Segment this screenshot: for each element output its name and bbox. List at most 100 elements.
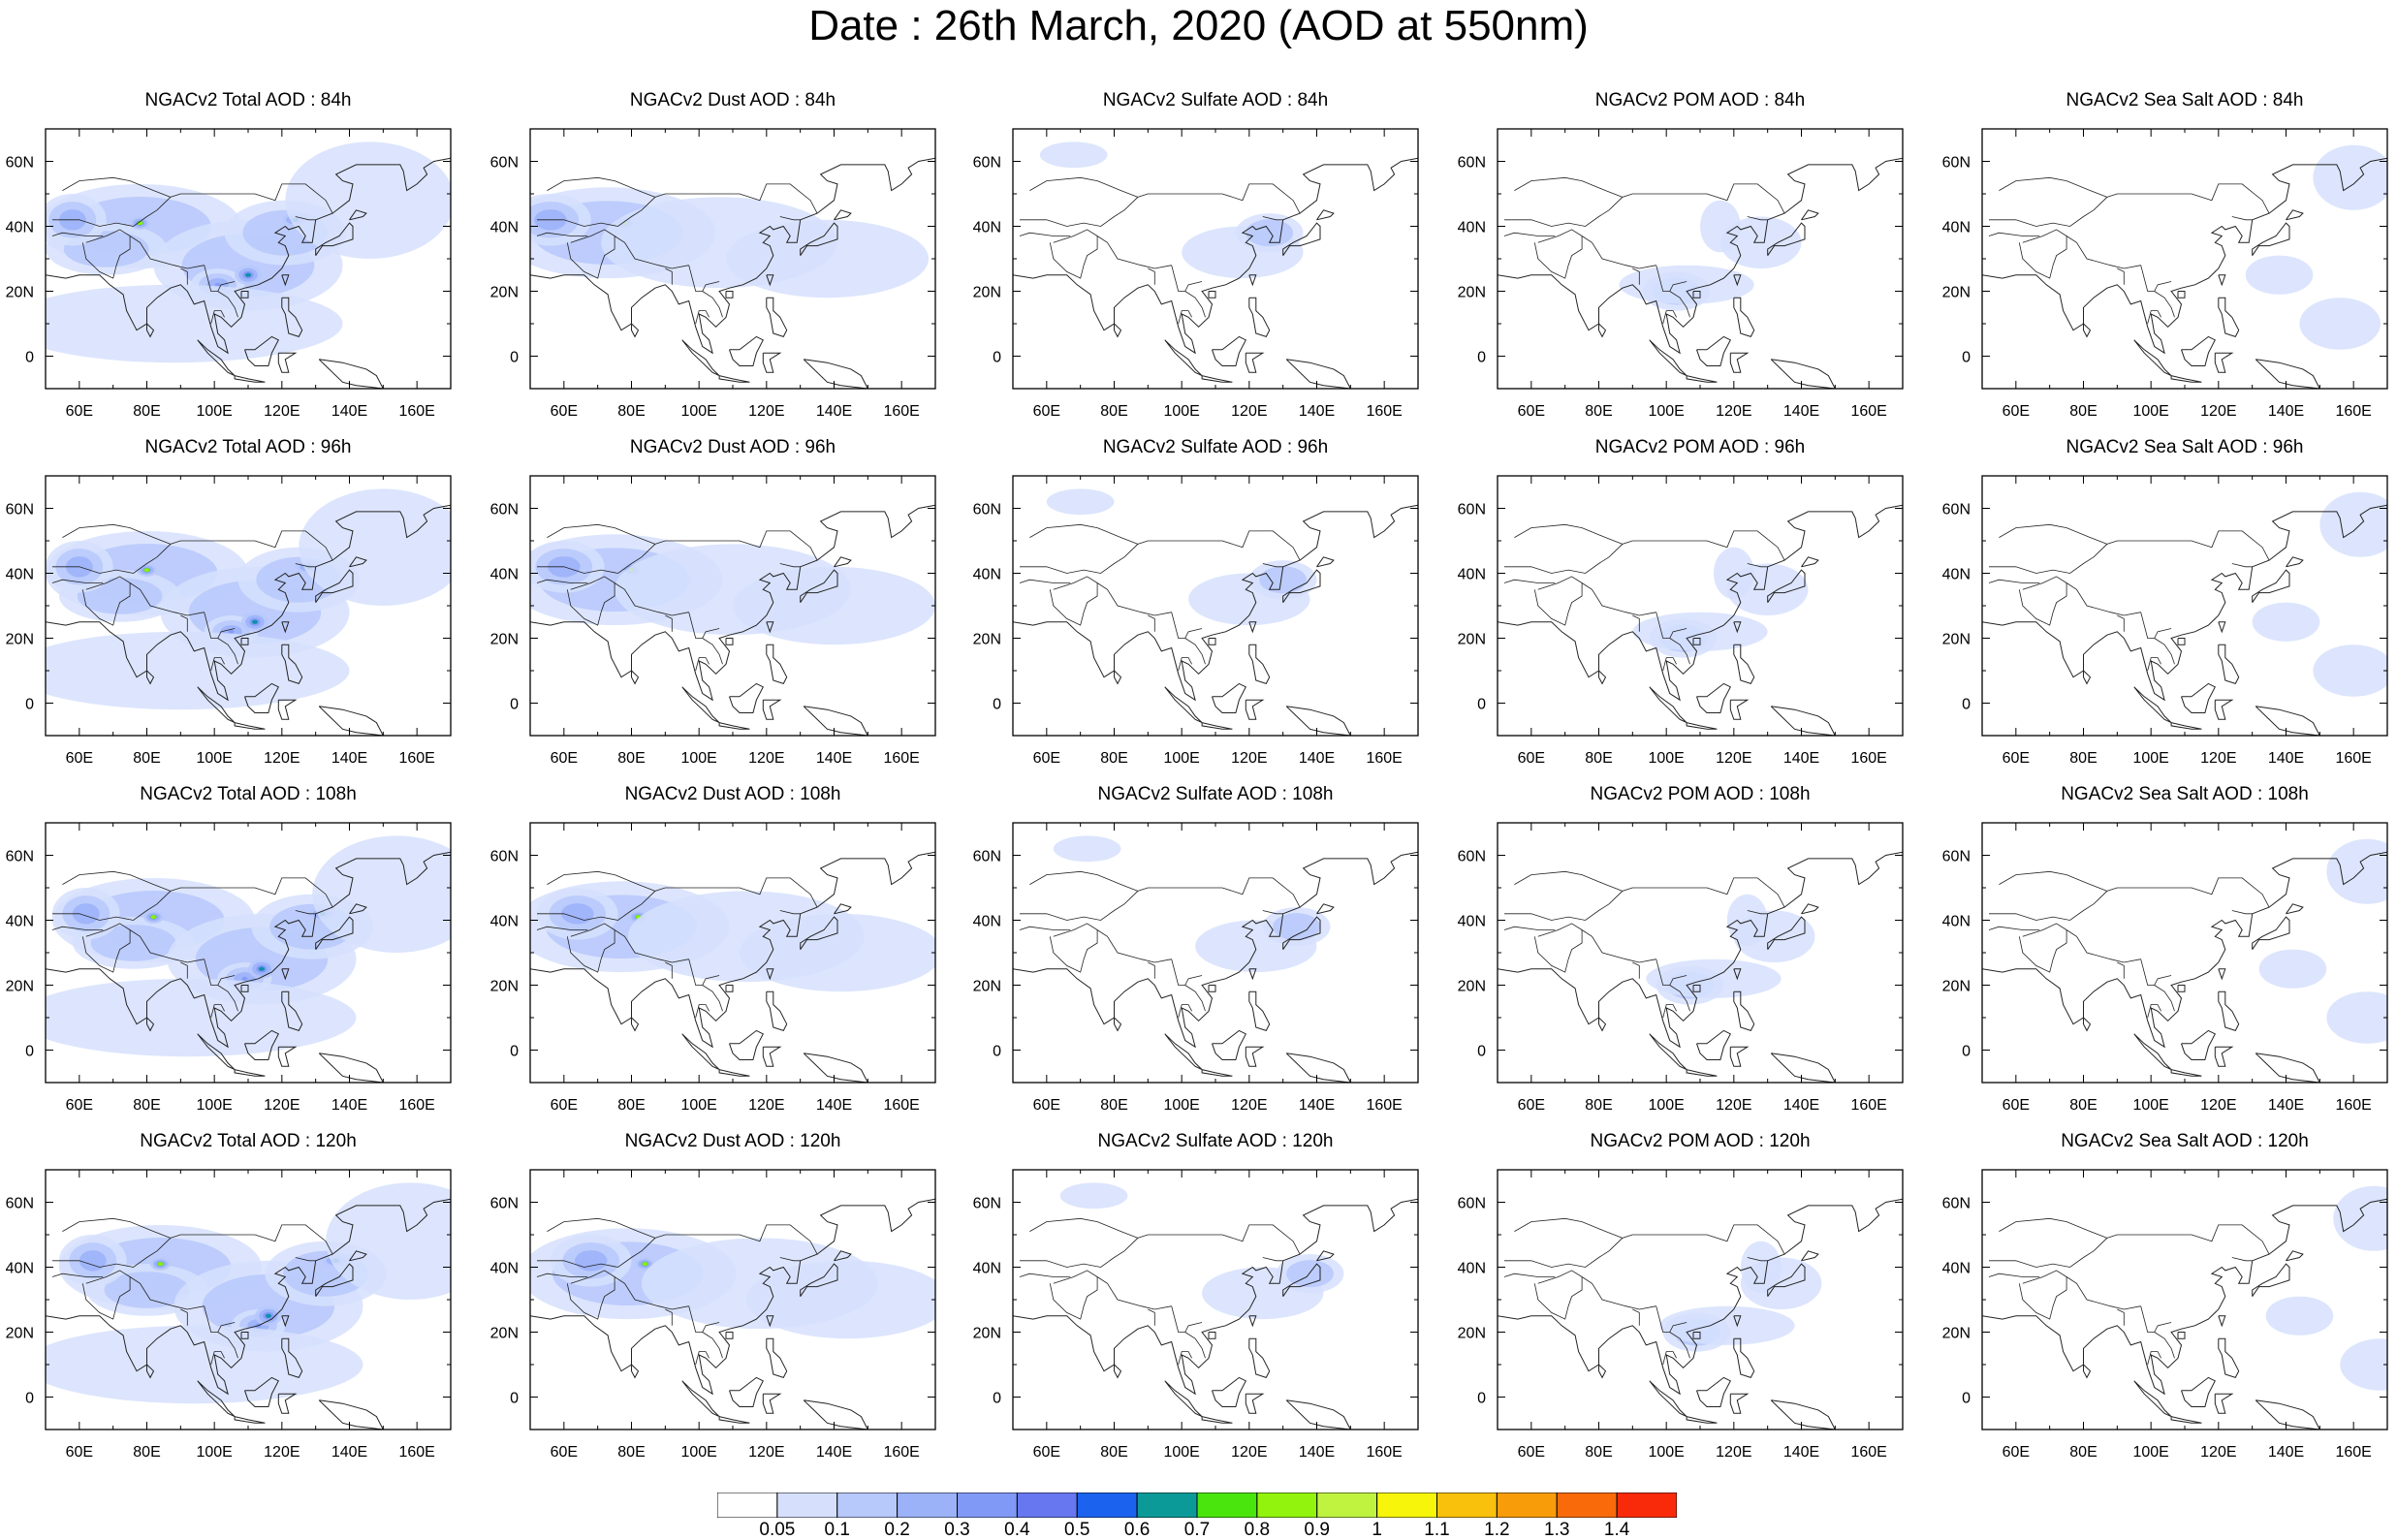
lon-tick-label: 100E — [196, 1097, 232, 1114]
lat-tick-label: 40N — [490, 914, 519, 930]
country-border — [295, 910, 316, 915]
country-border — [1020, 877, 1301, 921]
lon-tick-label: 120E — [1716, 1444, 1751, 1461]
country-border — [779, 910, 801, 915]
country-border — [1171, 612, 1203, 639]
coastline — [729, 1376, 764, 1407]
coastline — [2133, 1033, 2172, 1071]
coastline — [803, 359, 868, 389]
lat-tick-label: 40N — [973, 220, 1001, 236]
country-border — [1262, 1257, 1283, 1262]
country-border — [1019, 1273, 1071, 1277]
aod-contour — [574, 1250, 608, 1272]
lon-tick-label: 100E — [680, 1444, 716, 1461]
lon-tick-label: 80E — [133, 750, 160, 767]
lat-tick-label: 60N — [490, 1196, 519, 1212]
colorbar-label: 0.6 — [1123, 1520, 1151, 1540]
country-border — [51, 1273, 104, 1277]
country-border — [1537, 923, 1656, 963]
country-border — [295, 1257, 316, 1262]
country-border — [2117, 961, 2125, 979]
lon-tick-label: 160E — [2335, 403, 2371, 420]
lon-tick-label: 60E — [66, 1444, 93, 1461]
aod-contour — [1700, 200, 1741, 253]
panel-title: NGACv2 Total AOD : 96h — [144, 437, 352, 457]
coastline — [766, 1337, 788, 1379]
lon-tick-label: 80E — [1585, 403, 1612, 420]
lon-tick-label: 160E — [398, 1444, 434, 1461]
lon-tick-label: 160E — [1850, 403, 1886, 420]
coastline — [1598, 1017, 1607, 1032]
country-border — [547, 1217, 656, 1239]
lon-tick-label: 160E — [1366, 1097, 1402, 1114]
colorbar-swatch — [1376, 1493, 1437, 1518]
map-panel-dust-108h: 60E 80E 100E 120E 140E 160E 60N 40N 20N 0 — [490, 822, 936, 1114]
coastline — [2286, 209, 2304, 221]
country-border — [2140, 612, 2172, 639]
coastline — [2218, 644, 2240, 685]
country-border — [1988, 579, 2040, 583]
aod-contour — [1059, 1182, 1128, 1210]
coastline — [2255, 1053, 2320, 1083]
country-border — [1020, 530, 1301, 574]
lon-tick-label: 60E — [2003, 1097, 2030, 1114]
coastline — [1767, 1263, 1806, 1297]
colorbar-swatch — [1316, 1493, 1378, 1518]
aod-contour — [157, 1262, 164, 1267]
coastline — [1248, 1337, 1271, 1379]
lon-tick-label: 160E — [1366, 1444, 1402, 1461]
country-border — [1999, 523, 2108, 545]
coastline — [318, 1053, 384, 1083]
coastline — [1201, 722, 1233, 730]
country-border — [1178, 1351, 1192, 1366]
coastline — [281, 621, 290, 634]
lat-tick-label: 40N — [6, 1261, 34, 1277]
coastline — [146, 323, 155, 338]
coastline — [2218, 274, 2226, 287]
coastline — [197, 1033, 236, 1071]
coastline — [2255, 359, 2320, 389]
lat-tick-label: 20N — [6, 285, 34, 301]
lon-tick-label: 160E — [883, 1097, 919, 1114]
lon-tick-label: 80E — [133, 1444, 160, 1461]
coastline — [762, 699, 782, 720]
lon-tick-label: 120E — [1231, 1444, 1267, 1461]
country-border — [688, 1305, 720, 1333]
country-border — [665, 1308, 673, 1326]
lat-tick-label: 20N — [6, 979, 34, 995]
coastline — [1282, 916, 1321, 950]
coastline — [1114, 670, 1122, 685]
coastline — [1114, 1017, 1122, 1032]
country-border — [2154, 1332, 2175, 1359]
lon-tick-label: 100E — [196, 1444, 232, 1461]
lon-tick-label: 60E — [66, 403, 93, 420]
country-border — [204, 612, 236, 639]
coastline — [1801, 556, 1819, 568]
coastline — [1245, 1393, 1265, 1414]
coastline — [1212, 682, 1246, 713]
coastline — [1733, 968, 1742, 981]
coastline — [277, 352, 298, 373]
lon-tick-label: 60E — [1033, 403, 1060, 420]
country-border — [547, 523, 656, 545]
colorbar-swatch — [1436, 1493, 1498, 1518]
coastline — [234, 1069, 266, 1077]
lon-tick-label: 100E — [1648, 1444, 1684, 1461]
country-border — [1999, 176, 2108, 198]
panel-title: NGACv2 Sulfate AOD : 96h — [1102, 437, 1329, 457]
country-border — [1533, 582, 1583, 626]
aod-contour — [745, 1260, 935, 1339]
lon-tick-label: 60E — [2003, 750, 2030, 767]
lat-tick-label: 0 — [25, 697, 34, 713]
country-border — [2147, 310, 2161, 325]
country-border — [1503, 926, 1556, 930]
country-border — [2147, 1004, 2161, 1019]
coastline — [1164, 1380, 1203, 1418]
country-border — [2022, 923, 2141, 963]
coastline — [2170, 722, 2202, 730]
country-border — [1053, 923, 1172, 963]
coastline — [1164, 1033, 1203, 1071]
aod-contour — [1273, 913, 1320, 941]
country-border — [51, 232, 104, 236]
aod-contour — [214, 282, 221, 287]
